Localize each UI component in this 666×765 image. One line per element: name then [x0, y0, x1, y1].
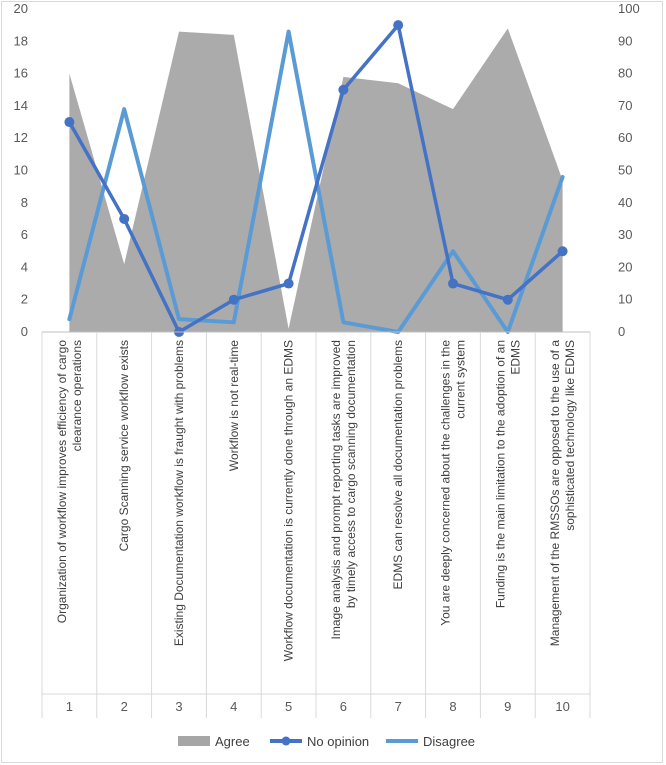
right-tick-label: 100 [618, 1, 640, 16]
category-label: clearance operations [70, 340, 84, 451]
left-tick-label: 0 [21, 324, 28, 339]
category-number: 5 [285, 699, 292, 714]
right-tick-label: 30 [618, 227, 632, 242]
right-tick-label: 70 [618, 98, 632, 113]
category-label: EDMS [508, 340, 522, 375]
category-label: Workflow documentation is currently done… [282, 340, 296, 661]
right-tick-label: 20 [618, 259, 632, 274]
left-tick-label: 18 [14, 33, 28, 48]
left-tick-label: 4 [21, 259, 28, 274]
agree-area [69, 28, 563, 332]
category-label: Management of the RMSSOs are opposed to … [548, 340, 562, 647]
category-number: 3 [175, 699, 182, 714]
category-label: Organization of workflow improves effici… [55, 340, 69, 624]
right-tick-label: 80 [618, 66, 632, 81]
right-tick-label: 10 [618, 292, 632, 307]
left-tick-label: 6 [21, 227, 28, 242]
left-tick-label: 8 [21, 195, 28, 210]
category-number: 6 [340, 699, 347, 714]
right-tick-label: 0 [618, 324, 625, 339]
legend-marker-no-opinion [281, 736, 291, 746]
legend-swatch-agree [178, 736, 210, 746]
category-number: 4 [230, 699, 237, 714]
category-number: 8 [449, 699, 456, 714]
category-number: 7 [395, 699, 402, 714]
left-tick-label: 12 [14, 130, 28, 145]
category-label: Funding is the main limitation to the ad… [493, 340, 507, 608]
category-label: Workflow is not real-time [227, 340, 241, 471]
no-opinion-marker [228, 294, 239, 305]
left-tick-label: 2 [21, 292, 28, 307]
category-label: sophisticated technology like EDMS [563, 340, 577, 531]
left-tick-label: 20 [14, 1, 28, 16]
category-number: 10 [555, 699, 569, 714]
no-opinion-marker [393, 20, 404, 31]
category-label: by timely access to cargo scanning docum… [344, 340, 358, 608]
no-opinion-marker [448, 278, 458, 289]
no-opinion-marker [502, 294, 513, 305]
no-opinion-marker [283, 278, 294, 289]
left-tick-label: 10 [14, 163, 28, 178]
no-opinion-marker [338, 84, 349, 95]
category-number: 2 [121, 699, 128, 714]
category-label: Existing Documentation workflow is fraug… [172, 340, 186, 646]
category-label: Image analysis and prompt reporting task… [329, 340, 343, 639]
no-opinion-marker [119, 213, 130, 224]
category-label: current system [454, 340, 468, 419]
legend-label-no-opinion: No opinion [307, 734, 369, 749]
right-tick-label: 60 [618, 130, 632, 145]
legend-label-agree: Agree [215, 734, 250, 749]
right-tick-label: 50 [618, 163, 632, 178]
left-tick-label: 16 [14, 66, 28, 81]
category-label: Cargo Scanning service workflow exists [117, 340, 131, 551]
category-label: You are deeply concerned about the chall… [439, 340, 453, 626]
no-opinion-marker [64, 117, 75, 128]
left-tick-label: 14 [14, 98, 28, 113]
right-tick-label: 90 [618, 33, 632, 48]
category-number: 9 [504, 699, 511, 714]
no-opinion-marker [557, 246, 568, 257]
legend-label-disagree: Disagree [423, 734, 475, 749]
right-tick-label: 40 [618, 195, 632, 210]
no-opinion-line [67, 23, 565, 334]
category-label: EDMS can resolve all documentation probl… [391, 340, 405, 589]
category-number: 1 [66, 699, 73, 714]
